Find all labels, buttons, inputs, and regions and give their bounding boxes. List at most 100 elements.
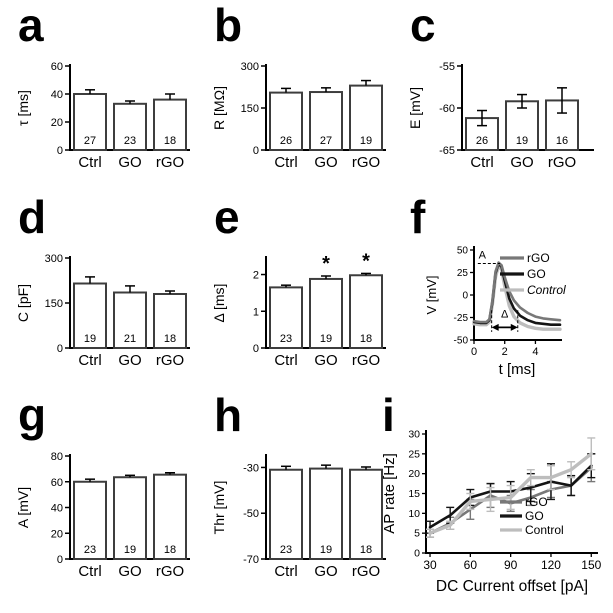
n-label: 19 — [516, 135, 528, 147]
panel-letter-i: i — [382, 389, 395, 441]
panel-a: a 0 20 40 60 τ [ms] 27 Ctrl 23 GO 18 rGO — [8, 0, 204, 194]
legend-label-GO: GO — [525, 509, 544, 523]
y-axis-label: V [mV] — [424, 275, 439, 314]
x-tick-label: 0 — [471, 346, 477, 358]
x-tick-label: 90 — [504, 558, 518, 572]
panel-i: i 0 5 10 15 20 25 30 30 60 90 120 150 DC Current off… — [380, 390, 610, 608]
category-label: GO — [314, 154, 337, 171]
y-tick-label: 0 — [253, 343, 259, 355]
category-label: GO — [314, 563, 337, 580]
category-label: Ctrl — [78, 154, 101, 171]
y-tick-label: 0 — [57, 343, 63, 355]
bar-rGO — [349, 84, 383, 151]
bar-GO — [505, 100, 539, 151]
n-label: 27 — [320, 135, 332, 147]
chart-amplitude: 0 20 40 60 80 A [mV] 23 Ctrl 19 GO 18 rGO — [15, 451, 190, 580]
n-label: 23 — [124, 135, 136, 147]
bar-GO — [309, 277, 343, 349]
n-label: 26 — [280, 135, 292, 147]
trace-rGO — [472, 261, 562, 324]
arrowhead-left — [491, 323, 499, 331]
y-tick-label: 20 — [51, 117, 63, 129]
panel-letter-a: a — [18, 0, 44, 51]
y-tick-label: 150 — [241, 103, 259, 115]
y-tick-label: 40 — [51, 89, 63, 101]
y-tick-label: -60 — [439, 103, 455, 115]
bar-GO — [113, 476, 147, 560]
width-label: Δ — [501, 309, 509, 321]
panel-letter-e: e — [214, 191, 240, 243]
n-label: 23 — [280, 333, 292, 345]
y-tick-label: 2 — [253, 270, 259, 282]
legend-label-GO: GO — [527, 267, 546, 281]
category-label: rGO — [156, 563, 184, 580]
n-label: 19 — [124, 544, 136, 556]
x-tick-label: 2 — [502, 346, 508, 358]
y-tick-label: 50 — [457, 246, 469, 257]
n-label: 26 — [476, 135, 488, 147]
category-label: rGO — [352, 352, 380, 369]
panel-d: d 0 150 300 C [pF] 19 Ctrl 21 GO 18 rGO — [8, 192, 204, 392]
legend-label-rGO: rGO — [527, 251, 550, 265]
y-tick-label: -50 — [454, 336, 469, 347]
y-axis-label: τ [ms] — [15, 90, 31, 126]
y-tick-label: 1 — [253, 306, 259, 318]
y-axis-label: A [mV] — [15, 487, 31, 528]
panel-c: c -65 -60 -55 E [mV] 26 Ctrl 19 GO 16 rGO — [400, 0, 608, 194]
y-axis-label: Thr [mV] — [211, 481, 227, 535]
n-label: 19 — [320, 544, 332, 556]
x-tick-label: 150 — [581, 558, 601, 572]
legend-label-Control: Control — [527, 283, 566, 297]
bar-Ctrl — [73, 282, 107, 349]
bar-rGO — [349, 274, 383, 349]
category-label: GO — [118, 154, 141, 171]
y-tick-label: 300 — [45, 253, 63, 265]
n-label: 19 — [360, 135, 372, 147]
bar-Ctrl — [269, 468, 303, 560]
category-label: GO — [118, 352, 141, 369]
chart-tau: 0 20 40 60 τ [ms] 27 Ctrl 23 GO 18 rGO — [15, 61, 190, 171]
chart-fi-curve: 0 5 10 15 20 25 30 30 60 90 120 150 DC Current offse… — [381, 429, 602, 596]
n-label: 23 — [84, 544, 96, 556]
n-label: 23 — [280, 544, 292, 556]
y-tick-label: 0 — [57, 145, 63, 157]
panel-h: h -70 -50 -30 Thr [mV] 23 Ctrl 19 GO 18 rGO — [204, 390, 400, 603]
y-tick-label: 300 — [241, 61, 259, 73]
y-tick-label: 25 — [408, 448, 420, 460]
category-label: GO — [314, 352, 337, 369]
bar-Ctrl — [269, 286, 303, 349]
y-tick-label: -65 — [439, 145, 455, 157]
panel-letter-b: b — [214, 0, 243, 51]
n-label: 27 — [84, 135, 96, 147]
y-tick-label: 25 — [457, 268, 469, 279]
y-tick-label: 5 — [414, 528, 420, 540]
y-tick-label: 0 — [414, 548, 420, 560]
y-tick-label: 15 — [408, 488, 420, 500]
category-label: Ctrl — [470, 154, 493, 171]
y-tick-label: 0 — [253, 145, 259, 157]
y-tick-label: 80 — [51, 451, 63, 463]
y-tick-label: 30 — [408, 429, 420, 441]
y-tick-label: 0 — [57, 554, 63, 566]
x-tick-label: 30 — [423, 558, 437, 572]
n-label: 18 — [360, 333, 372, 345]
panel-letter-c: c — [410, 0, 436, 51]
category-label: GO — [510, 154, 533, 171]
category-label: rGO — [352, 154, 380, 171]
bar-rGO — [349, 468, 383, 560]
panel-letter-d: d — [18, 191, 47, 243]
y-tick-label: 10 — [408, 508, 420, 520]
panel-e: e 0 1 2 Δ [ms] 23 Ctrl 19 GO * 18 rGO * — [204, 192, 400, 392]
x-tick-label: 60 — [464, 558, 478, 572]
category-label: Ctrl — [274, 352, 297, 369]
x-axis-label: t [ms] — [499, 361, 536, 378]
y-tick-label: -30 — [243, 462, 259, 474]
bar-GO — [309, 467, 343, 560]
n-label: 19 — [320, 333, 332, 345]
panel-g: g 0 20 40 60 80 A [mV] 23 Ctrl 19 GO 18 rGO — [8, 390, 204, 603]
y-axis-label: AP rate [Hz] — [381, 453, 398, 534]
n-label: 18 — [164, 544, 176, 556]
